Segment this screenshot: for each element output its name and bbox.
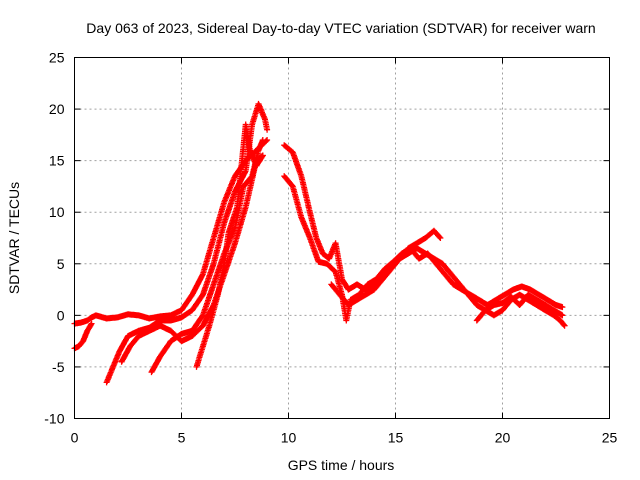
grid-layer (74, 57, 610, 419)
tick-labels: 0 5 10 15 20 25 -10 -5 0 5 10 15 20 25 (44, 50, 617, 446)
x-tick-label: 25 (602, 430, 618, 446)
point-markers (473, 291, 566, 324)
y-tick-label: 15 (49, 153, 65, 169)
series-track-g (281, 142, 444, 293)
series-track-j (473, 291, 566, 324)
y-tick-label: -10 (44, 411, 64, 427)
axes-layer (74, 57, 610, 419)
x-axis-label: GPS time / hours (288, 457, 395, 473)
series-track-f (193, 121, 266, 370)
y-tick-label: 5 (57, 256, 65, 272)
y-axis-label: SDTVAR / TECUs (6, 182, 22, 294)
x-tick-label: 5 (178, 430, 186, 446)
y-tick-label: -5 (52, 359, 65, 375)
x-tick-label: 10 (281, 430, 297, 446)
point-markers (281, 173, 566, 324)
y-tick-label: 25 (49, 50, 65, 66)
series-track-c (103, 100, 271, 386)
y-tick-label: 10 (49, 204, 65, 220)
x-tick-label: 15 (388, 430, 404, 446)
marks-layer (71, 100, 568, 386)
x-tick-label: 20 (495, 430, 511, 446)
point-markers (193, 121, 266, 370)
plot-frame (74, 57, 610, 419)
chart-title: Day 063 of 2023, Sidereal Day-to-day VTE… (86, 20, 595, 36)
x-tick-label: 0 (71, 430, 79, 446)
point-markers (103, 100, 271, 386)
series-track-h (281, 173, 566, 324)
y-tick-label: 20 (49, 101, 65, 117)
point-markers (281, 142, 444, 293)
y-tick-label: 0 (57, 307, 65, 323)
